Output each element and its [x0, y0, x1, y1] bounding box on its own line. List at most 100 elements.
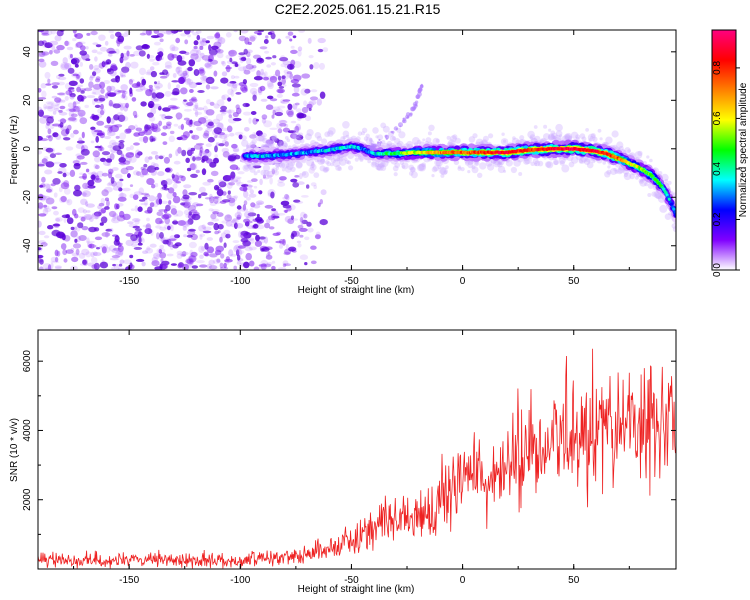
noise-speckle	[145, 89, 153, 97]
noise-speckle	[77, 207, 85, 214]
ridge-halo	[290, 166, 296, 172]
noise-speckle	[172, 195, 181, 204]
ridge-halo	[375, 163, 382, 171]
noise-speckle	[184, 30, 191, 35]
noise-speckle	[108, 126, 113, 133]
noise-speckle	[196, 260, 205, 264]
noise-speckle	[281, 84, 287, 87]
noise-speckle	[220, 232, 227, 239]
snr-y-tick-label: 6000	[22, 350, 33, 373]
noise-speckle	[133, 142, 140, 146]
noise-speckle	[42, 263, 52, 270]
ridge-halo	[529, 134, 536, 141]
noise-speckle	[291, 230, 298, 237]
noise-speckle	[52, 132, 59, 138]
noise-speckle	[245, 103, 250, 107]
noise-speckle	[195, 203, 204, 207]
noise-speckle	[170, 30, 179, 34]
noise-speckle	[50, 260, 60, 264]
ridge-halo	[548, 134, 555, 141]
noise-speckle	[113, 239, 120, 246]
ridge-halo	[503, 139, 507, 143]
noise-speckle	[192, 202, 200, 207]
ridge-halo	[639, 178, 647, 187]
noise-speckle	[152, 61, 160, 66]
noise-speckle	[104, 186, 113, 193]
ridge-halo	[590, 133, 596, 139]
noise-speckle	[183, 108, 192, 112]
noise-speckle	[65, 146, 74, 151]
noise-speckle	[297, 243, 302, 248]
noise-speckle	[139, 85, 146, 91]
noise-speckle	[57, 171, 63, 174]
noise-speckle	[301, 195, 309, 198]
noise-speckle	[186, 167, 192, 172]
noise-speckle	[101, 172, 109, 177]
noise-speckle	[300, 211, 306, 219]
ridge-halo	[292, 134, 297, 140]
noise-speckle	[119, 115, 129, 122]
colorbar-tick-label: 0.6	[712, 111, 723, 125]
noise-speckle	[99, 131, 106, 139]
noise-speckle	[101, 189, 109, 197]
noise-speckle	[63, 40, 71, 47]
noise-speckle	[261, 117, 267, 124]
noise-speckle	[190, 173, 198, 178]
ridge-halo	[575, 134, 581, 140]
noise-speckle	[152, 201, 159, 208]
noise-speckle	[151, 92, 157, 99]
noise-speckle	[182, 189, 188, 197]
noise-speckle	[271, 265, 276, 270]
noise-speckle	[132, 110, 138, 117]
noise-speckle	[243, 261, 250, 269]
noise-speckle	[290, 120, 297, 124]
noise-speckle	[210, 59, 218, 65]
spectrogram-y-tick-label: 0	[22, 146, 33, 152]
noise-speckle	[199, 234, 203, 240]
noise-speckle	[291, 92, 300, 97]
noise-speckle	[279, 123, 287, 127]
noise-speckle	[238, 35, 247, 42]
noise-speckle	[226, 194, 232, 200]
noise-speckle	[235, 104, 240, 110]
noise-speckle	[216, 189, 224, 197]
noise-speckle	[44, 106, 53, 110]
noise-speckle	[281, 78, 286, 85]
noise-speckle	[176, 117, 180, 121]
noise-speckle	[289, 73, 294, 80]
noise-speckle	[272, 232, 281, 236]
noise-speckle	[206, 123, 215, 129]
noise-speckle	[95, 44, 102, 48]
ridge-cell	[667, 197, 671, 201]
noise-speckle	[125, 102, 130, 109]
noise-speckle	[139, 67, 146, 76]
noise-speckle	[259, 85, 266, 92]
noise-speckle	[203, 130, 210, 137]
noise-speckle	[85, 251, 92, 258]
noise-speckle	[68, 80, 78, 87]
noise-speckle	[197, 90, 205, 93]
noise-speckle	[38, 88, 42, 93]
noise-speckle	[102, 62, 107, 67]
noise-speckle	[236, 209, 241, 215]
noise-speckle	[248, 193, 257, 198]
noise-speckle	[115, 250, 124, 257]
ridge-halo	[464, 160, 470, 166]
noise-speckle	[210, 86, 219, 90]
noise-speckle	[214, 145, 218, 153]
noise-speckle	[59, 105, 66, 110]
noise-speckle	[146, 53, 150, 59]
ridge-halo	[265, 140, 272, 147]
ridge-halo	[457, 166, 462, 171]
noise-speckle	[76, 140, 85, 144]
noise-speckle	[54, 97, 62, 103]
ridge-halo	[604, 171, 611, 178]
ridge-halo	[371, 161, 376, 166]
streak-cell	[384, 134, 390, 140]
noise-speckle	[298, 227, 308, 232]
noise-speckle	[293, 86, 300, 94]
noise-speckle	[220, 109, 229, 114]
ridge-halo	[639, 179, 644, 183]
noise-speckle	[280, 63, 286, 68]
noise-speckle	[126, 50, 130, 57]
